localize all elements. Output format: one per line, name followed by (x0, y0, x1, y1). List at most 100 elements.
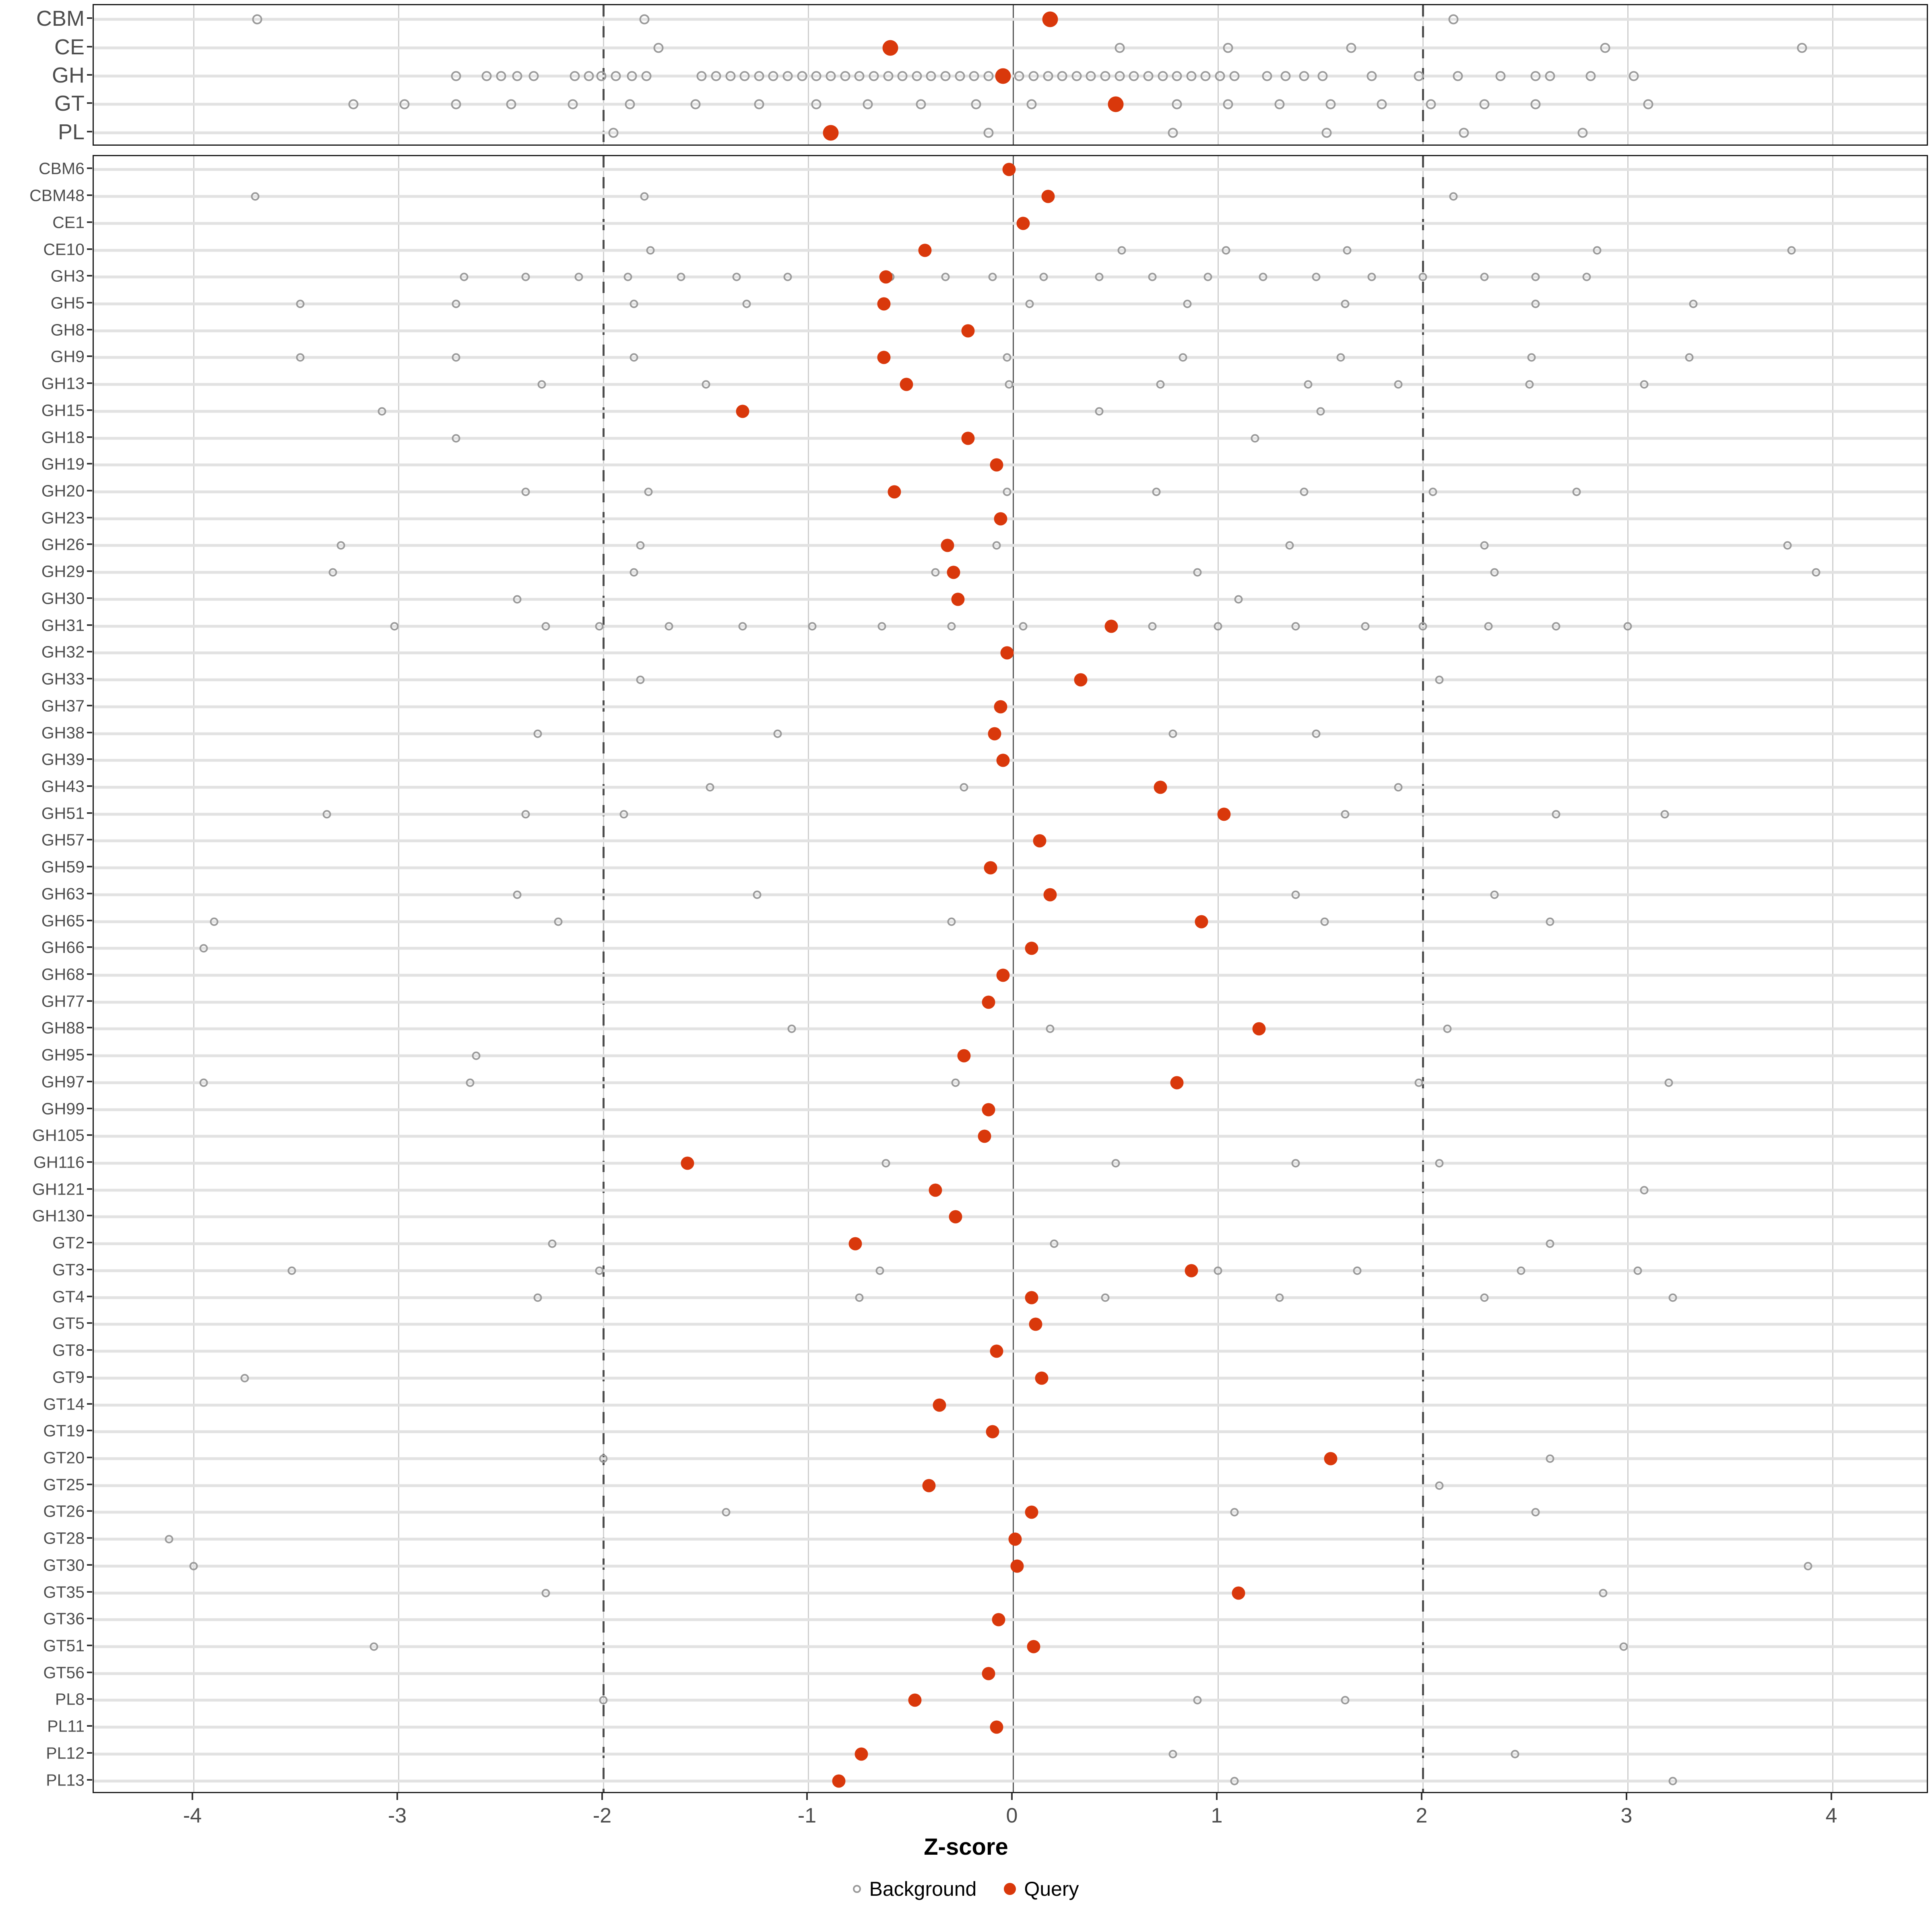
background-point-PL[interactable] (608, 128, 619, 138)
background-point-GH26[interactable] (336, 541, 345, 550)
background-point-PL12[interactable] (1511, 1750, 1519, 1759)
background-point-GH5[interactable] (742, 299, 751, 308)
background-point-GH65[interactable] (947, 917, 956, 926)
background-point-GH3[interactable] (1312, 272, 1321, 281)
background-point-GH26[interactable] (1285, 541, 1294, 550)
query-point-GH5[interactable] (877, 297, 891, 311)
background-point-CE[interactable] (653, 43, 664, 53)
background-point-GH31[interactable] (665, 622, 673, 631)
background-point-GT30[interactable] (189, 1562, 198, 1571)
query-point-GH116[interactable] (681, 1156, 694, 1170)
background-point-GH15[interactable] (1095, 407, 1104, 416)
background-point-GT3[interactable] (1517, 1266, 1525, 1275)
background-point-GT[interactable] (1026, 99, 1037, 109)
background-point-GH97[interactable] (466, 1078, 475, 1087)
background-point-CBM48[interactable] (251, 192, 260, 201)
background-point-GT26[interactable] (722, 1508, 731, 1517)
background-point-PL12[interactable] (1168, 1750, 1177, 1759)
background-point-GH65[interactable] (554, 917, 563, 926)
background-point-GT26[interactable] (1531, 1508, 1540, 1517)
background-point-GH5[interactable] (1531, 299, 1540, 308)
query-point-GT30[interactable] (1010, 1559, 1024, 1573)
background-point-GH3[interactable] (574, 272, 583, 281)
background-point-PL[interactable] (1577, 128, 1588, 138)
background-point-GH[interactable] (1115, 71, 1125, 81)
background-point-CE10[interactable] (1222, 246, 1230, 255)
background-point-GT51[interactable] (1619, 1642, 1628, 1651)
background-point-GT3[interactable] (1214, 1266, 1222, 1275)
background-point-GT51[interactable] (369, 1642, 378, 1651)
query-point-GH31[interactable] (1104, 619, 1118, 633)
background-point-GT35[interactable] (541, 1589, 550, 1598)
query-point-GH38[interactable] (988, 727, 1001, 740)
background-point-GH43[interactable] (1394, 783, 1403, 792)
background-point-GT[interactable] (1325, 99, 1336, 109)
query-point-GH105[interactable] (978, 1129, 991, 1143)
background-point-CE[interactable] (1223, 43, 1233, 53)
background-point-CBM[interactable] (1448, 14, 1459, 25)
background-point-GH29[interactable] (328, 568, 337, 577)
background-point-GH51[interactable] (322, 810, 331, 819)
background-point-GT28[interactable] (165, 1535, 173, 1544)
background-point-GH[interactable] (797, 71, 807, 81)
query-point-GH20[interactable] (888, 485, 901, 499)
background-point-GH[interactable] (869, 71, 879, 81)
background-point-GH[interactable] (1100, 71, 1110, 81)
background-point-GH97[interactable] (199, 1078, 208, 1087)
background-point-GH88[interactable] (1046, 1024, 1055, 1033)
background-point-GH[interactable] (1530, 71, 1541, 81)
background-point-GH26[interactable] (992, 541, 1001, 550)
background-point-CBM48[interactable] (1449, 192, 1458, 201)
query-point-GH68[interactable] (996, 968, 1010, 982)
background-point-GH[interactable] (754, 71, 764, 81)
background-point-GT3[interactable] (1633, 1266, 1642, 1275)
background-point-GH20[interactable] (644, 487, 653, 496)
background-point-GT20[interactable] (599, 1454, 608, 1463)
query-point-GH63[interactable] (1043, 888, 1057, 902)
background-point-GH65[interactable] (210, 917, 219, 926)
background-point-GH9[interactable] (452, 353, 460, 362)
query-point-GT[interactable] (1108, 96, 1123, 112)
query-point-GH26[interactable] (941, 539, 954, 552)
background-point-GH29[interactable] (1193, 568, 1202, 577)
background-point-GH95[interactable] (472, 1051, 481, 1060)
background-point-GH[interactable] (725, 71, 736, 81)
background-point-GT[interactable] (863, 99, 873, 109)
query-point-GT51[interactable] (1027, 1640, 1040, 1653)
background-point-GH9[interactable] (1685, 353, 1694, 362)
background-point-GH13[interactable] (1394, 380, 1403, 389)
background-point-GT3[interactable] (595, 1266, 604, 1275)
background-point-GH63[interactable] (513, 890, 522, 899)
query-point-GT20[interactable] (1324, 1452, 1338, 1466)
background-point-GH51[interactable] (521, 810, 530, 819)
background-point-GT[interactable] (916, 99, 926, 109)
query-point-GT4[interactable] (1025, 1291, 1038, 1305)
background-point-GH116[interactable] (1291, 1159, 1300, 1168)
query-point-GH3[interactable] (879, 270, 893, 284)
background-point-GH[interactable] (1495, 71, 1506, 81)
background-point-GH29[interactable] (1812, 568, 1821, 577)
background-point-GH51[interactable] (619, 810, 628, 819)
query-point-GT14[interactable] (933, 1398, 946, 1412)
background-point-GH3[interactable] (1480, 272, 1489, 281)
background-point-GH3[interactable] (732, 272, 741, 281)
background-point-GH13[interactable] (537, 380, 546, 389)
query-point-GH97[interactable] (1170, 1076, 1184, 1090)
background-point-GT4[interactable] (1275, 1293, 1284, 1302)
background-point-GH88[interactable] (1443, 1024, 1452, 1033)
background-point-GH31[interactable] (1019, 622, 1028, 631)
background-point-GH[interactable] (1143, 71, 1154, 81)
query-point-GT26[interactable] (1025, 1505, 1038, 1519)
background-point-GH[interactable] (811, 71, 822, 81)
background-point-GH[interactable] (897, 71, 908, 81)
query-point-CE10[interactable] (918, 244, 932, 257)
background-point-GT2[interactable] (1546, 1239, 1554, 1248)
background-point-GH31[interactable] (1214, 622, 1222, 631)
background-point-GT3[interactable] (1353, 1266, 1362, 1275)
background-point-CE[interactable] (1797, 43, 1807, 53)
background-point-GH[interactable] (955, 71, 965, 81)
background-point-GH[interactable] (1158, 71, 1168, 81)
background-point-GT[interactable] (971, 99, 981, 109)
query-point-GT5[interactable] (1029, 1317, 1042, 1331)
background-point-CE10[interactable] (1343, 246, 1352, 255)
